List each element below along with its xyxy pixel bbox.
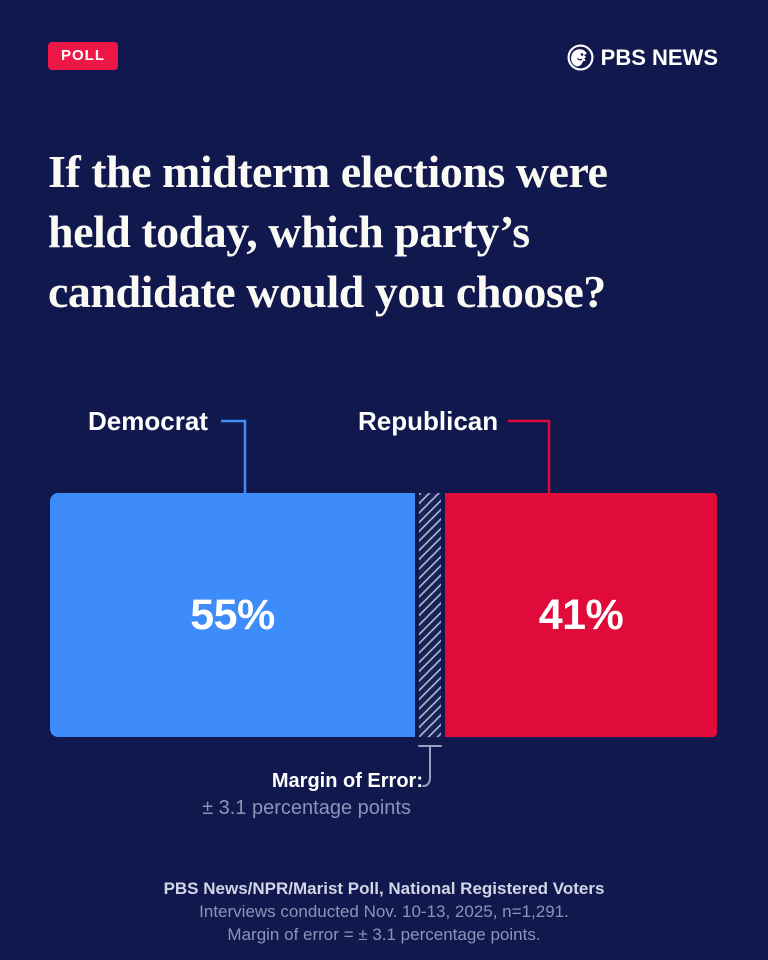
margin-of-error-band: [419, 493, 441, 737]
poll-badge: POLL: [48, 42, 118, 70]
pbs-news-logo: PBS NEWS: [567, 44, 718, 71]
headline: If the midterm elections were held today…: [48, 142, 748, 322]
headline-line-1: If the midterm elections were: [48, 146, 608, 197]
republican-bar: 41%: [445, 493, 717, 737]
democrat-connector-line: [221, 419, 247, 493]
footer-interviews-line: Interviews conducted Nov. 10-13, 2025, n…: [199, 902, 569, 921]
pbs-head-icon: [567, 44, 594, 71]
moe-value: ± 3.1 percentage points: [202, 797, 411, 819]
headline-line-3: candidate would you choose?: [48, 266, 606, 317]
footer-moe-line: Margin of error = ± 3.1 percentage point…: [227, 925, 541, 944]
republican-value: 41%: [538, 590, 624, 639]
footer-source-line: PBS News/NPR/Marist Poll, National Regis…: [163, 879, 605, 898]
headline-line-2: held today, which party’s: [48, 206, 530, 257]
brand-name: PBS NEWS: [600, 44, 718, 70]
republican-label: Republican: [358, 406, 499, 436]
democrat-label: Democrat: [88, 406, 208, 436]
democrat-value: 55%: [190, 590, 275, 639]
republican-connector-line: [508, 419, 551, 493]
democrat-bar: 55%: [50, 493, 415, 737]
moe-label: Margin of Error:: [271, 770, 423, 792]
